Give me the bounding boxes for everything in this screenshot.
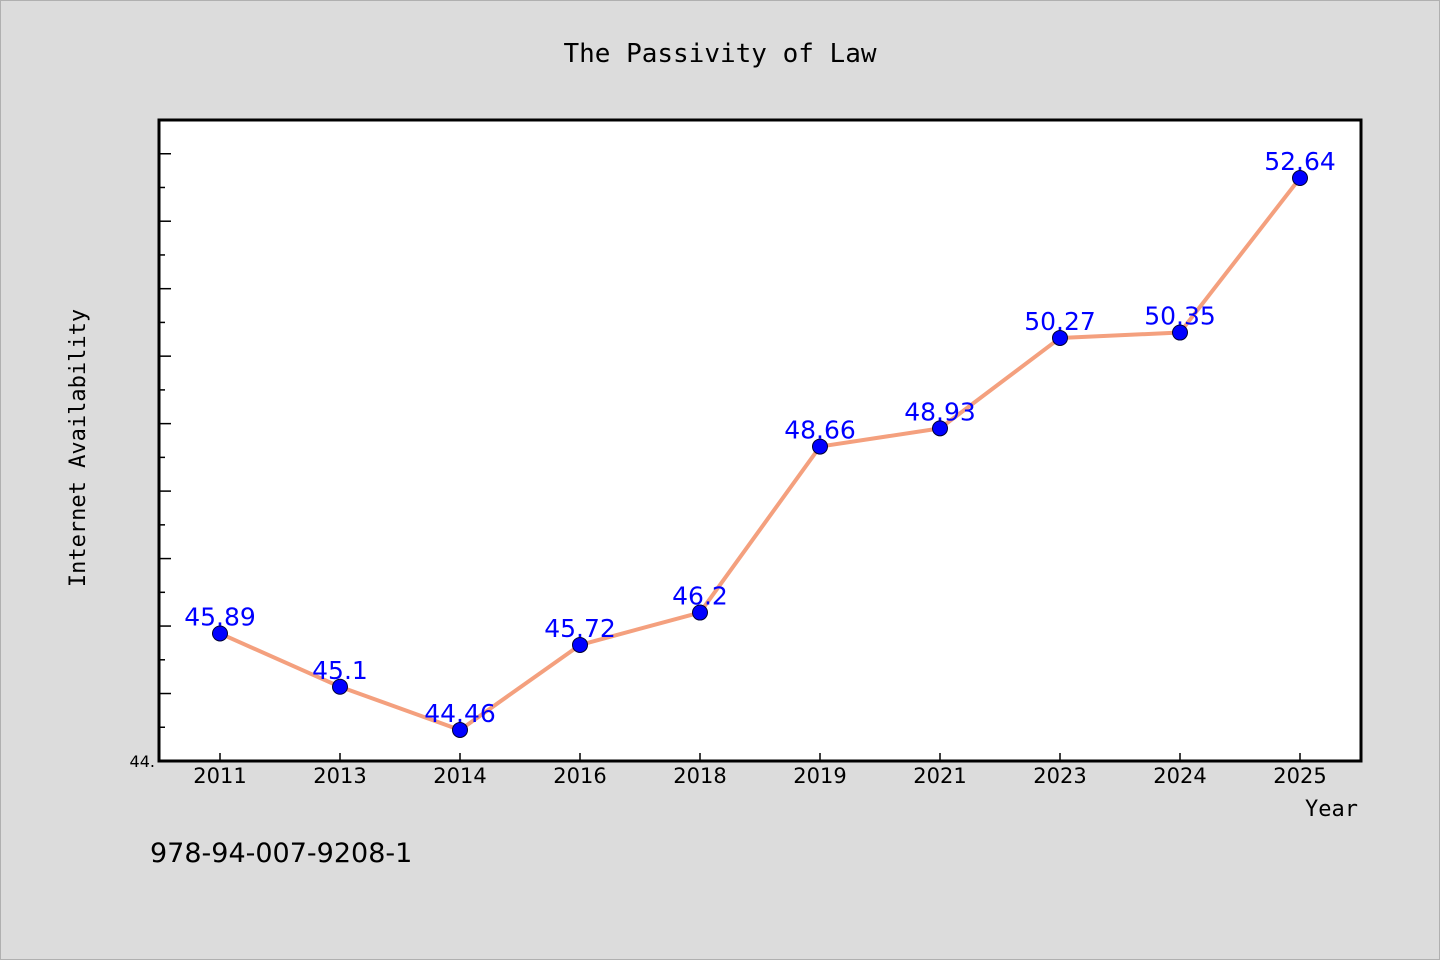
x-axis-tick-label: 2013 [313, 764, 366, 788]
x-axis-tick-label: 2016 [553, 764, 606, 788]
x-axis-tick-label: 2011 [193, 764, 246, 788]
y-axis-title: Internet Availability [66, 309, 91, 587]
data-point [1292, 170, 1308, 187]
y-axis-tick-label: 44. [130, 752, 155, 771]
series-markers [212, 170, 1308, 738]
data-point [812, 438, 828, 455]
data-label: 44.46 [424, 699, 496, 728]
data-labels: 45.89 45.1 44.46 45.72 46.2 48.66 48.93 50.27 50… [184, 147, 1336, 728]
data-label: 48.66 [784, 416, 856, 445]
chart-title: The Passivity of Law [563, 39, 876, 69]
data-label: 46.2 [672, 582, 728, 611]
data-point [572, 636, 588, 653]
data-point [932, 420, 948, 437]
x-axis-ticks [219, 753, 1301, 761]
x-axis-tick-label: 2018 [673, 764, 726, 788]
y-axis-ticks [159, 119, 171, 762]
x-axis-tick-label: 2021 [913, 764, 966, 788]
series-line [219, 176, 1302, 732]
data-label: 45.89 [184, 602, 256, 631]
data-label: 45.1 [312, 656, 368, 685]
data-label: 48.93 [904, 397, 976, 426]
x-axis-tick-label: 2019 [793, 764, 846, 788]
data-label: 45.72 [544, 614, 616, 643]
footer-code: 978-94-007-9208-1 [150, 838, 412, 869]
data-point [452, 721, 468, 738]
data-point [692, 604, 708, 621]
data-label: 52.64 [1264, 147, 1336, 176]
data-point [1172, 324, 1188, 341]
data-label: 50.27 [1024, 307, 1096, 336]
x-axis-tick-label: 2014 [433, 764, 486, 788]
x-axis-tick-label: 2024 [1153, 764, 1206, 788]
data-point [332, 678, 348, 695]
x-axis-title: Year [1305, 797, 1358, 822]
data-point [1052, 329, 1068, 346]
x-axis-tick-label: 2023 [1033, 764, 1086, 788]
x-axis-tick-label: 2025 [1273, 764, 1326, 788]
x-axis-tick-labels: 2011 2013 2014 2016 2018 2019 2021 2023 2024 2025 [193, 764, 1326, 788]
plot-area [157, 118, 1363, 763]
data-point [212, 625, 228, 642]
data-label: 50.35 [1144, 302, 1216, 331]
